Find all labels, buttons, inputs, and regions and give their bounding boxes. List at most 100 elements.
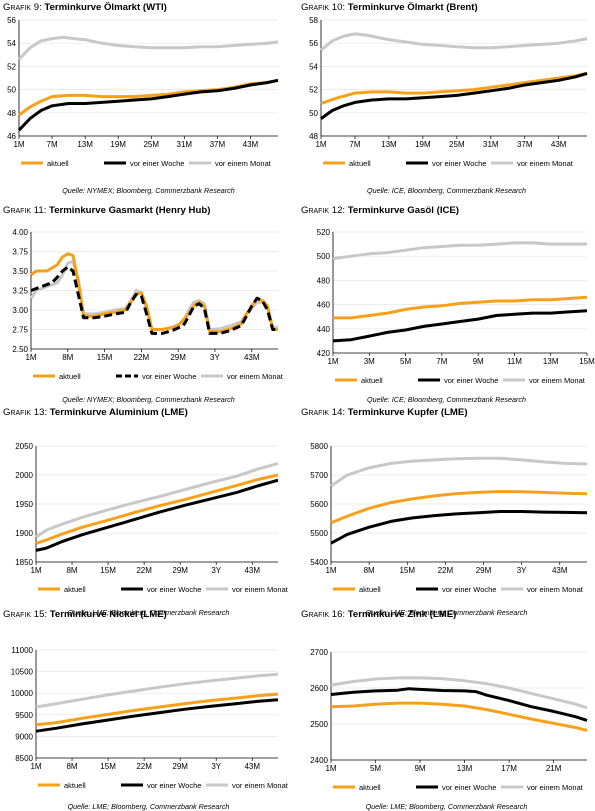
- y-tick-label: 56: [309, 39, 318, 48]
- legend-label: vor einem Monat: [517, 159, 574, 168]
- chart-title: Grafik 11: Terminkurve Gasmarkt (Henry H…: [3, 205, 210, 216]
- y-tick-label: 10000: [11, 689, 34, 698]
- legend-label: vor einer Woche: [130, 159, 184, 168]
- x-tick-label: 37M: [517, 140, 533, 149]
- series-line-woche: [320, 71, 588, 120]
- chart-title-text: Terminkurve Zink (LME): [345, 609, 457, 620]
- legend-label: vor einem Monat: [215, 159, 272, 168]
- y-tick-label: 2.75: [12, 326, 28, 335]
- chart-svg: 46 48 50 52 54 56 1M 7M 13M 19M 25M 31M 37M 43M aktuel…: [7, 16, 279, 168]
- series-line-woche: [330, 687, 588, 722]
- x-tick-label: 9M: [414, 764, 425, 773]
- chart-panel: Grafik 12: Terminkurve Gasöl (ICE) Quelle…: [298, 203, 595, 405]
- y-tick-label: 48: [7, 109, 16, 118]
- y-tick-label: 440: [317, 325, 331, 334]
- x-tick-label: 15M: [97, 353, 113, 362]
- x-tick-label: 13M: [543, 357, 559, 366]
- series-line-aktuell: [330, 490, 588, 525]
- y-tick-label: 500: [317, 252, 331, 261]
- legend-label: vor einer Woche: [147, 781, 201, 790]
- legend-label: vor einer Woche: [432, 159, 486, 168]
- x-tick-label: 43M: [552, 566, 568, 575]
- y-tick-label: 2000: [15, 471, 33, 480]
- chart-title: Grafik 9: Terminkurve Ölmarkt (WTI): [3, 2, 167, 13]
- chart-panel: Grafik 9: Terminkurve Ölmarkt (WTI) Quell…: [0, 0, 297, 202]
- y-tick-label: 10500: [11, 668, 34, 677]
- x-tick-label: 15M: [399, 566, 415, 575]
- y-tick-label: 420: [317, 349, 331, 358]
- y-tick-label: 5600: [310, 500, 328, 509]
- chart-source: Quelle: ICE, Bloomberg, Commerzbank Rese…: [367, 186, 526, 195]
- chart-panel: Grafik 11: Terminkurve Gasmarkt (Henry H…: [0, 203, 297, 405]
- series-line-monat: [330, 456, 588, 488]
- chart-number: Grafik 9:: [3, 2, 42, 13]
- chart-title-text: Terminkurve Gasmarkt (Henry Hub): [46, 205, 211, 216]
- x-tick-label: 1M: [325, 566, 336, 575]
- legend-label: vor einer Woche: [142, 372, 196, 381]
- y-tick-label: 4.00: [12, 228, 28, 237]
- x-tick-label: 3Y: [211, 762, 221, 771]
- chart-number: Grafik 15:: [3, 609, 48, 620]
- legend-label: vor einem Monat: [227, 372, 284, 381]
- x-tick-label: 5M: [400, 357, 411, 366]
- x-tick-label: 21M: [546, 764, 562, 773]
- chart-source: Quelle: NYMEX; Bloomberg, Commerzbank Re…: [62, 186, 235, 195]
- x-tick-label: 43M: [551, 140, 567, 149]
- y-tick-label: 2400: [310, 756, 328, 765]
- chart-svg: 2.50 2.75 3.00 3.25 3.50 3.75 4.00 1M 8M 15M 22M 29…: [12, 228, 284, 381]
- chart-title-text: Terminkurve Ölmarkt (Brent): [345, 2, 478, 13]
- chart-source: Quelle: LME; Bloomberg, Commerzbank Rese…: [365, 802, 528, 811]
- y-tick-label: 3.00: [12, 306, 28, 315]
- legend-label: vor einer Woche: [442, 585, 496, 594]
- y-tick-label: 9000: [15, 732, 33, 741]
- y-tick-label: 2050: [15, 442, 33, 451]
- y-tick-label: 2600: [310, 684, 328, 693]
- chart-number: Grafik 12:: [301, 205, 346, 216]
- x-tick-label: 5M: [370, 764, 381, 773]
- x-tick-label: 8M: [66, 762, 77, 771]
- y-tick-label: 1850: [15, 558, 33, 567]
- legend-label: aktuell: [361, 376, 383, 385]
- series-line-monat: [35, 461, 279, 539]
- chart-title: Grafik 13: Terminkurve Aluminium (LME): [3, 407, 188, 418]
- y-tick-label: 3.50: [12, 267, 28, 276]
- series-line-aktuell: [333, 295, 588, 320]
- y-tick-label: 520: [317, 228, 331, 237]
- y-tick-label: 48: [309, 132, 318, 141]
- legend-label: aktuell: [64, 781, 86, 790]
- chart-panel: Grafik 16: Terminkurve Zink (LME) Quelle:…: [298, 607, 595, 811]
- x-tick-label: 1M: [315, 140, 326, 149]
- y-tick-label: 46: [7, 132, 16, 141]
- y-tick-label: 8500: [15, 754, 33, 763]
- series-line-aktuell: [320, 71, 588, 105]
- chart-title-text: Terminkurve Ölmarkt (WTI): [41, 2, 167, 13]
- chart-panel: Grafik 10: Terminkurve Ölmarkt (Brent) Qu…: [298, 0, 595, 202]
- chart-svg: 420 440 460 480 500 520 1M 3M 5M 7M 9M 11M 13M 15M akt…: [317, 228, 595, 385]
- x-tick-label: 9M: [473, 357, 484, 366]
- x-tick-label: 29M: [170, 353, 186, 362]
- x-tick-label: 22M: [136, 566, 152, 575]
- series-line-woche: [17, 78, 279, 132]
- x-tick-label: 22M: [438, 566, 454, 575]
- y-tick-label: 58: [309, 16, 318, 25]
- x-tick-label: 7M: [349, 140, 360, 149]
- legend-label: aktuell: [359, 585, 381, 594]
- x-tick-label: 7M: [436, 357, 447, 366]
- series-line-aktuell: [35, 692, 279, 727]
- y-tick-label: 52: [309, 86, 318, 95]
- x-tick-label: 37M: [210, 140, 226, 149]
- chart-title: Grafik 12: Terminkurve Gasöl (ICE): [301, 205, 459, 216]
- x-tick-label: 25M: [449, 140, 465, 149]
- chart-svg: 5400 5500 5600 5700 5800 1M 8M 15M 22M 29M 3Y 43M ak…: [310, 442, 588, 594]
- legend-label: aktuell: [59, 372, 81, 381]
- chart-source: Quelle: LME; Bloomberg, Commerzbank Rese…: [365, 608, 528, 617]
- chart-svg: 8500 9000 9500 10000 10500 11000 1M 8M 15M 22M 29M…: [11, 646, 289, 790]
- legend-label: vor einer Woche: [444, 376, 498, 385]
- x-tick-label: 1M: [325, 764, 336, 773]
- x-tick-label: 13M: [77, 140, 93, 149]
- legend-label: vor einer Woche: [442, 783, 496, 792]
- x-tick-label: 3Y: [517, 566, 527, 575]
- chart-title: Grafik 15: Terminkurve Nickel (LME): [3, 609, 167, 620]
- x-tick-label: 8M: [62, 353, 73, 362]
- x-tick-label: 19M: [415, 140, 431, 149]
